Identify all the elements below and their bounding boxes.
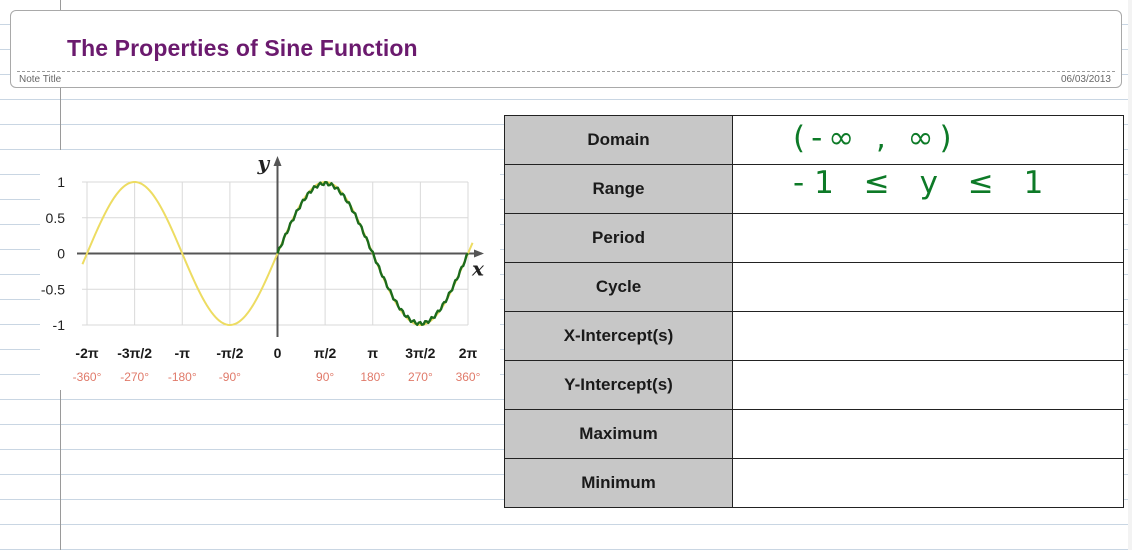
- row-value-domain[interactable]: (-∞ , ∞): [732, 115, 1124, 165]
- x-tick-label-degrees: 90°: [316, 370, 334, 384]
- y-tick-label: 0.5: [46, 210, 66, 226]
- table-row: Period: [504, 213, 1124, 263]
- x-tick-label-degrees: -90°: [219, 370, 241, 384]
- page-right-edge: [1128, 0, 1132, 550]
- table-row: Cycle: [504, 262, 1124, 312]
- sine-chart-panel: x y 1 0.5 0 -0.5 -1 -2π -360° -3π/2 -270° -π -180° -π…: [40, 150, 500, 390]
- y-tick-label: -0.5: [41, 281, 65, 297]
- y-axis-label: y: [257, 151, 271, 175]
- x-tick-label-radians: -π: [175, 345, 191, 361]
- row-value-period[interactable]: [732, 213, 1124, 263]
- row-value-range[interactable]: -1 ≤ y ≤ 1: [732, 164, 1124, 214]
- row-value-maximum[interactable]: [732, 409, 1124, 459]
- note-title-label: Note Title: [19, 74, 62, 85]
- x-tick-label-radians: 2π: [459, 345, 478, 361]
- x-tick-label-radians: -π/2: [216, 345, 243, 361]
- y-axis-arrow-icon: [273, 156, 282, 166]
- row-label-cycle: Cycle: [504, 262, 733, 312]
- row-label-domain: Domain: [504, 115, 733, 165]
- x-axis-label: x: [471, 257, 485, 281]
- x-tick-label-degrees: -270°: [120, 370, 149, 384]
- table-row: Maximum: [504, 409, 1124, 459]
- x-tick-label-degrees: 270°: [408, 370, 433, 384]
- y-tick-label: -1: [53, 317, 66, 333]
- properties-table: Domain (-∞ , ∞) Range -1 ≤ y ≤ 1 Period …: [504, 115, 1124, 508]
- row-label-x-intercepts: X-Intercept(s): [504, 311, 733, 361]
- handwritten-domain: (-∞ , ∞): [793, 120, 958, 156]
- header-separator: [17, 71, 1115, 72]
- y-tick-label: 0: [57, 246, 65, 262]
- table-row: Range -1 ≤ y ≤ 1: [504, 164, 1124, 214]
- table-row: Y-Intercept(s): [504, 360, 1124, 410]
- x-axis-arrow-icon: [474, 249, 484, 258]
- row-value-cycle[interactable]: [732, 262, 1124, 312]
- table-row: Minimum: [504, 458, 1124, 508]
- table-row: X-Intercept(s): [504, 311, 1124, 361]
- row-value-y-intercepts[interactable]: [732, 360, 1124, 410]
- row-value-minimum[interactable]: [732, 458, 1124, 508]
- row-label-period: Period: [504, 213, 733, 263]
- x-tick-label-radians: 3π/2: [405, 345, 435, 361]
- row-label-minimum: Minimum: [504, 458, 733, 508]
- traced-curve-series: [276, 181, 469, 327]
- note-date: 06/03/2013: [1060, 74, 1111, 85]
- x-tick-label-degrees: -180°: [168, 370, 197, 384]
- x-tick-label-radians: -2π: [75, 345, 98, 361]
- x-tick-label-radians: π/2: [314, 345, 337, 361]
- row-label-maximum: Maximum: [504, 409, 733, 459]
- page-title[interactable]: The Properties of Sine Function: [67, 35, 418, 61]
- x-tick-label-radians: -3π/2: [117, 345, 152, 361]
- row-label-range: Range: [504, 164, 733, 214]
- handwritten-range: -1 ≤ y ≤ 1: [793, 165, 1054, 201]
- row-label-y-intercepts: Y-Intercept(s): [504, 360, 733, 410]
- x-tick-label-radians: 0: [274, 345, 282, 361]
- note-header: The Properties of Sine Function Note Tit…: [10, 10, 1122, 88]
- row-value-x-intercepts[interactable]: [732, 311, 1124, 361]
- x-tick-label-radians: π: [367, 345, 378, 361]
- x-tick-label-degrees: 180°: [360, 370, 385, 384]
- y-tick-label: 1: [57, 174, 65, 190]
- x-tick-label-degrees: 360°: [456, 370, 481, 384]
- x-tick-label-degrees: -360°: [73, 370, 102, 384]
- table-row: Domain (-∞ , ∞): [504, 115, 1124, 165]
- sine-chart: x y 1 0.5 0 -0.5 -1 -2π -360° -3π/2 -270° -π -180° -π…: [41, 151, 485, 384]
